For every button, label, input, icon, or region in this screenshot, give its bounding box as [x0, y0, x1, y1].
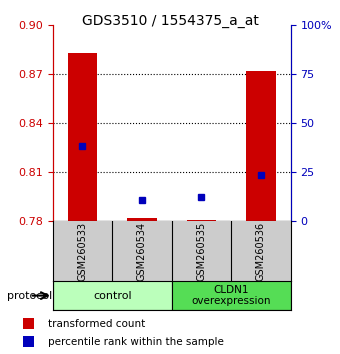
- Bar: [53, 281, 172, 310]
- Bar: [172, 281, 291, 310]
- Bar: [246, 71, 276, 221]
- Bar: [127, 218, 157, 221]
- Text: CLDN1
overexpression: CLDN1 overexpression: [191, 285, 271, 306]
- Text: protocol: protocol: [7, 291, 52, 301]
- Bar: [23, 319, 34, 329]
- Bar: [68, 53, 97, 221]
- Bar: [23, 336, 34, 347]
- Text: control: control: [93, 291, 132, 301]
- Bar: [187, 219, 216, 221]
- Text: percentile rank within the sample: percentile rank within the sample: [48, 337, 224, 347]
- Text: GSM260534: GSM260534: [137, 222, 147, 281]
- Text: GSM260533: GSM260533: [78, 222, 87, 281]
- Text: GSM260536: GSM260536: [256, 222, 266, 281]
- Text: GSM260535: GSM260535: [197, 222, 206, 281]
- Text: transformed count: transformed count: [48, 319, 146, 329]
- Text: GDS3510 / 1554375_a_at: GDS3510 / 1554375_a_at: [82, 14, 258, 28]
